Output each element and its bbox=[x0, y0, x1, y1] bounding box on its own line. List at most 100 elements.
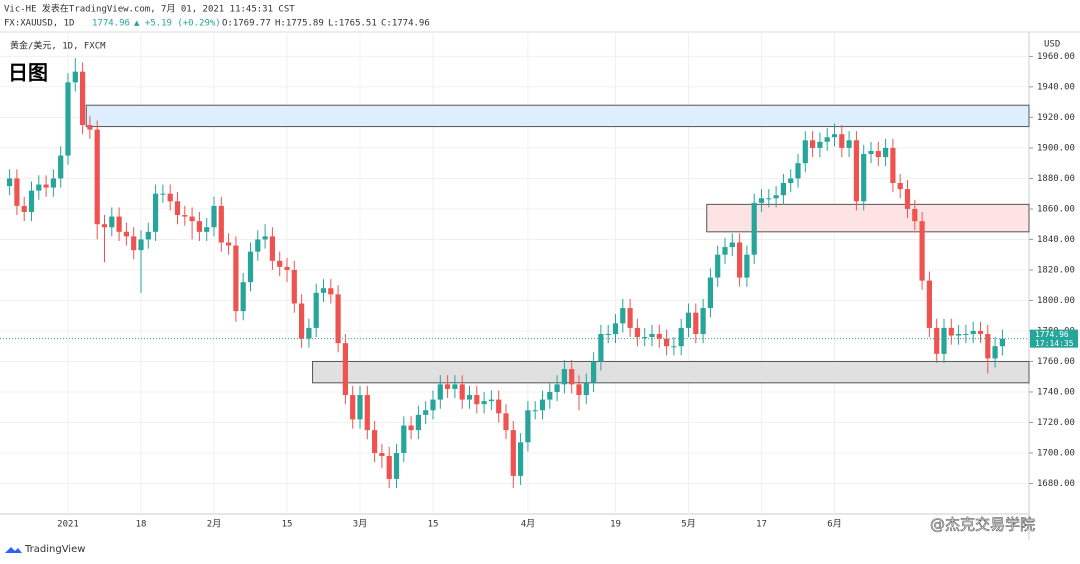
candle-body bbox=[912, 208, 918, 222]
ohlc-low: L:1765.51 bbox=[328, 19, 377, 29]
candle-body bbox=[634, 327, 640, 338]
candle-body bbox=[707, 277, 713, 309]
candle-body bbox=[678, 327, 684, 347]
y-tick-label: 1860.00 bbox=[1037, 204, 1075, 214]
candle-body bbox=[153, 193, 159, 232]
axis-unit: USD bbox=[1044, 40, 1060, 50]
candle-body bbox=[926, 280, 932, 328]
candle-body bbox=[649, 334, 655, 338]
x-tick-label: 3月 bbox=[353, 519, 367, 530]
zone bbox=[312, 360, 1030, 384]
x-tick-label: 18 bbox=[136, 520, 147, 530]
zone bbox=[85, 104, 1030, 128]
candle-body bbox=[306, 327, 312, 339]
x-tick-label: 15 bbox=[428, 520, 439, 530]
watermark: @杰克交易学院 bbox=[930, 516, 1035, 534]
candle-body bbox=[101, 224, 108, 228]
candle-body bbox=[897, 183, 903, 190]
y-tick-label: 1680.00 bbox=[1037, 479, 1075, 489]
candle-body bbox=[766, 198, 772, 200]
last-price-box bbox=[1030, 329, 1078, 348]
candle-body bbox=[948, 327, 954, 336]
candle-body bbox=[977, 330, 984, 335]
candle-body bbox=[182, 215, 188, 217]
candles bbox=[7, 57, 1005, 489]
candle-body bbox=[423, 410, 429, 415]
candle-body bbox=[277, 260, 283, 267]
candle-body bbox=[109, 216, 115, 228]
candle-body bbox=[247, 251, 254, 283]
candle-body bbox=[824, 137, 830, 142]
change: ▲ +5.19 (+0.29%) bbox=[134, 19, 221, 29]
x-tick-label: 15 bbox=[282, 520, 293, 530]
candle-body bbox=[320, 288, 327, 293]
candle-body bbox=[189, 216, 195, 222]
candle-body bbox=[466, 395, 473, 400]
candle-body bbox=[788, 178, 794, 184]
candle-body bbox=[576, 384, 582, 396]
candle-body bbox=[591, 361, 597, 383]
ohlc-open: O:1769.77 bbox=[222, 19, 271, 29]
candle-body bbox=[890, 147, 896, 184]
ohlc-high: H:1775.89 bbox=[275, 19, 324, 29]
chart-title: 日图 bbox=[8, 61, 48, 85]
ohlc-close: C:1774.96 bbox=[381, 19, 430, 29]
candle-body bbox=[547, 391, 553, 400]
candle-body bbox=[883, 147, 889, 158]
y-tick-label: 1720.00 bbox=[1037, 418, 1075, 428]
candle-body bbox=[218, 205, 224, 243]
candle-body bbox=[204, 227, 210, 232]
candle-body bbox=[430, 399, 436, 411]
candle-body bbox=[612, 323, 619, 335]
candle-body bbox=[459, 384, 465, 400]
pane-label: 黄金/美元, 1D, FXCM bbox=[10, 40, 106, 52]
candle-body bbox=[401, 425, 407, 453]
candle-body bbox=[269, 236, 275, 261]
y-tick-label: 1760.00 bbox=[1037, 357, 1075, 367]
candle-body bbox=[729, 242, 735, 248]
logo-icon bbox=[5, 547, 22, 553]
candle-body bbox=[291, 269, 297, 304]
candle-body bbox=[145, 231, 151, 240]
x-tick-label: 4月 bbox=[521, 519, 535, 530]
candle-body bbox=[554, 384, 560, 392]
candle-body bbox=[437, 384, 443, 400]
candle-body bbox=[751, 202, 757, 255]
candle-body bbox=[28, 190, 35, 212]
candle-body bbox=[999, 338, 1005, 347]
candle-body bbox=[131, 236, 137, 251]
candle-body bbox=[36, 184, 42, 191]
candle-body bbox=[539, 399, 546, 411]
candle-body bbox=[116, 216, 122, 232]
candle-body bbox=[780, 183, 786, 196]
candle-body bbox=[656, 334, 662, 339]
candle-body bbox=[802, 140, 808, 164]
candle-body bbox=[87, 125, 93, 130]
x-tick-label: 5月 bbox=[681, 519, 695, 530]
candle-body bbox=[262, 236, 268, 240]
y-tick-label: 1700.00 bbox=[1037, 448, 1075, 458]
candle-body bbox=[357, 395, 363, 420]
candle-body bbox=[934, 327, 940, 354]
candle-body bbox=[970, 330, 976, 335]
candle-body bbox=[722, 247, 728, 255]
candle-body bbox=[985, 334, 991, 359]
y-tick-label: 1940.00 bbox=[1037, 82, 1075, 92]
candle-body bbox=[335, 294, 341, 344]
y-tick-label: 1960.00 bbox=[1037, 52, 1075, 62]
candle-body bbox=[561, 369, 567, 385]
candle-body bbox=[226, 242, 232, 246]
candle-body bbox=[445, 384, 451, 389]
candle-body bbox=[861, 154, 867, 202]
candle-body bbox=[963, 334, 969, 336]
candle-body bbox=[817, 141, 823, 148]
candle-body bbox=[620, 308, 626, 324]
candle-body bbox=[379, 452, 385, 457]
x-tick-label: 17 bbox=[756, 520, 767, 530]
candle-body bbox=[313, 292, 319, 328]
y-tick-label: 1800.00 bbox=[1037, 296, 1075, 306]
candle-body bbox=[853, 140, 859, 202]
candle-body bbox=[810, 140, 816, 148]
